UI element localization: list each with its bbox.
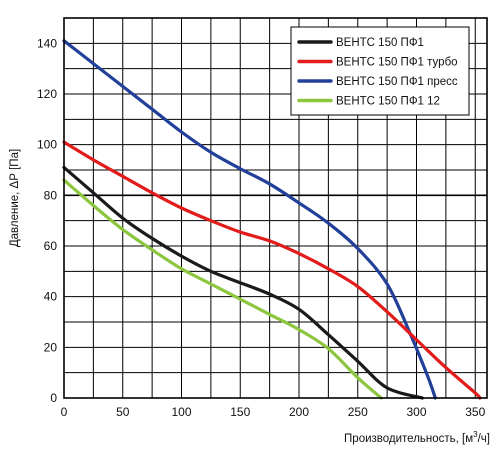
y-tick-label: 80 — [44, 188, 58, 202]
x-tick-label: 300 — [406, 405, 426, 419]
x-axis-label-main: Производительность, [м — [344, 433, 473, 445]
y-tick-label: 40 — [44, 290, 58, 304]
x-tick-label: 200 — [289, 405, 309, 419]
y-tick-label: 100 — [37, 138, 57, 152]
x-axis-label-tail: /ч] — [478, 433, 490, 445]
x-tick-label: 350 — [465, 405, 485, 419]
x-axis-label: Производительность, [м3/ч] — [344, 430, 490, 445]
x-tick-label: 250 — [348, 405, 368, 419]
tick-labels: 0 50 100 150 200 250 300 350 0 20 40 60 80 100 120 140 — [37, 36, 486, 419]
x-tick-label: 100 — [171, 405, 191, 419]
y-tick-label: 140 — [37, 36, 57, 50]
x-tick-label: 150 — [230, 405, 250, 419]
y-tick-label: 0 — [50, 391, 57, 405]
y-tick-label: 60 — [44, 239, 58, 253]
y-tick-label: 120 — [37, 87, 57, 101]
legend-label: ВЕНТС 150 ПФ1 — [336, 37, 424, 49]
series-line-3 — [62, 39, 437, 400]
x-axis-label-sup: 3 — [473, 430, 478, 439]
series-line-4 — [62, 178, 383, 400]
plot-frame — [63, 17, 488, 399]
y-tick-label: 20 — [44, 340, 58, 354]
series-line-1 — [62, 165, 424, 400]
x-tick-label: 50 — [116, 405, 130, 419]
y-axis-label: Давление, ΔР [Па] — [9, 149, 21, 247]
legend-label: ВЕНТС 150 ПФ1 турбо — [336, 57, 458, 69]
legend-label: ВЕНТС 150 ПФ1 12 — [336, 96, 440, 108]
legend-label: ВЕНТС 150 ПФ1 пресс — [336, 76, 458, 88]
x-tick-label: 0 — [61, 405, 68, 419]
series-line-2 — [62, 140, 482, 400]
legend-items: ВЕНТС 150 ПФ1 ВЕНТС 150 ПФ1 турбо ВЕНТС 15… — [297, 37, 458, 108]
legend: ВЕНТС 150 ПФ1 ВЕНТС 150 ПФ1 турбо ВЕНТС 15… — [290, 26, 470, 116]
series-group — [62, 39, 482, 400]
